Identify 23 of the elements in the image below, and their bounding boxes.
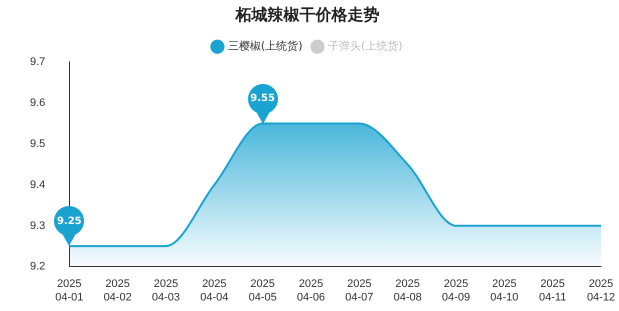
x-tick-label: 2025 04-10 xyxy=(490,278,518,304)
x-tick-label: 2025 04-12 xyxy=(586,278,616,304)
annotation: 9.25 xyxy=(54,206,84,236)
y-tick-label: 9.4 xyxy=(30,178,46,191)
legend-label: 子弹头(上统货) xyxy=(328,40,403,53)
x-tick-label: 2025 04-04 xyxy=(200,278,228,304)
y-tick-label: 9.5 xyxy=(30,138,46,150)
x-tick-label: 2025 04-01 xyxy=(55,278,84,304)
y-tick-label: 9.6 xyxy=(30,97,46,110)
y-tick-label: 9.3 xyxy=(30,220,46,232)
x-tick-label: 2025 04-08 xyxy=(394,278,422,304)
x-tick-label: 2025 04-06 xyxy=(296,278,326,304)
x-tick-label: 2025 04-03 xyxy=(152,278,180,304)
chart-title: 柘城辣椒干价格走势 xyxy=(234,4,380,24)
x-tick-label: 2025 04-07 xyxy=(345,278,374,304)
legend-label: 三樱椒(上统货) xyxy=(228,40,303,53)
x-tick-label: 2025 04-02 xyxy=(104,278,132,304)
y-tick-label: 9.7 xyxy=(30,56,46,68)
x-tick-label: 2025 04-09 xyxy=(442,278,470,304)
y-tick-label: 9.2 xyxy=(30,260,46,273)
x-tick-label: 2025 04-11 xyxy=(539,278,566,304)
x-tick-label: 2025 04-05 xyxy=(248,278,277,304)
annotation: 9.55 xyxy=(248,84,278,114)
